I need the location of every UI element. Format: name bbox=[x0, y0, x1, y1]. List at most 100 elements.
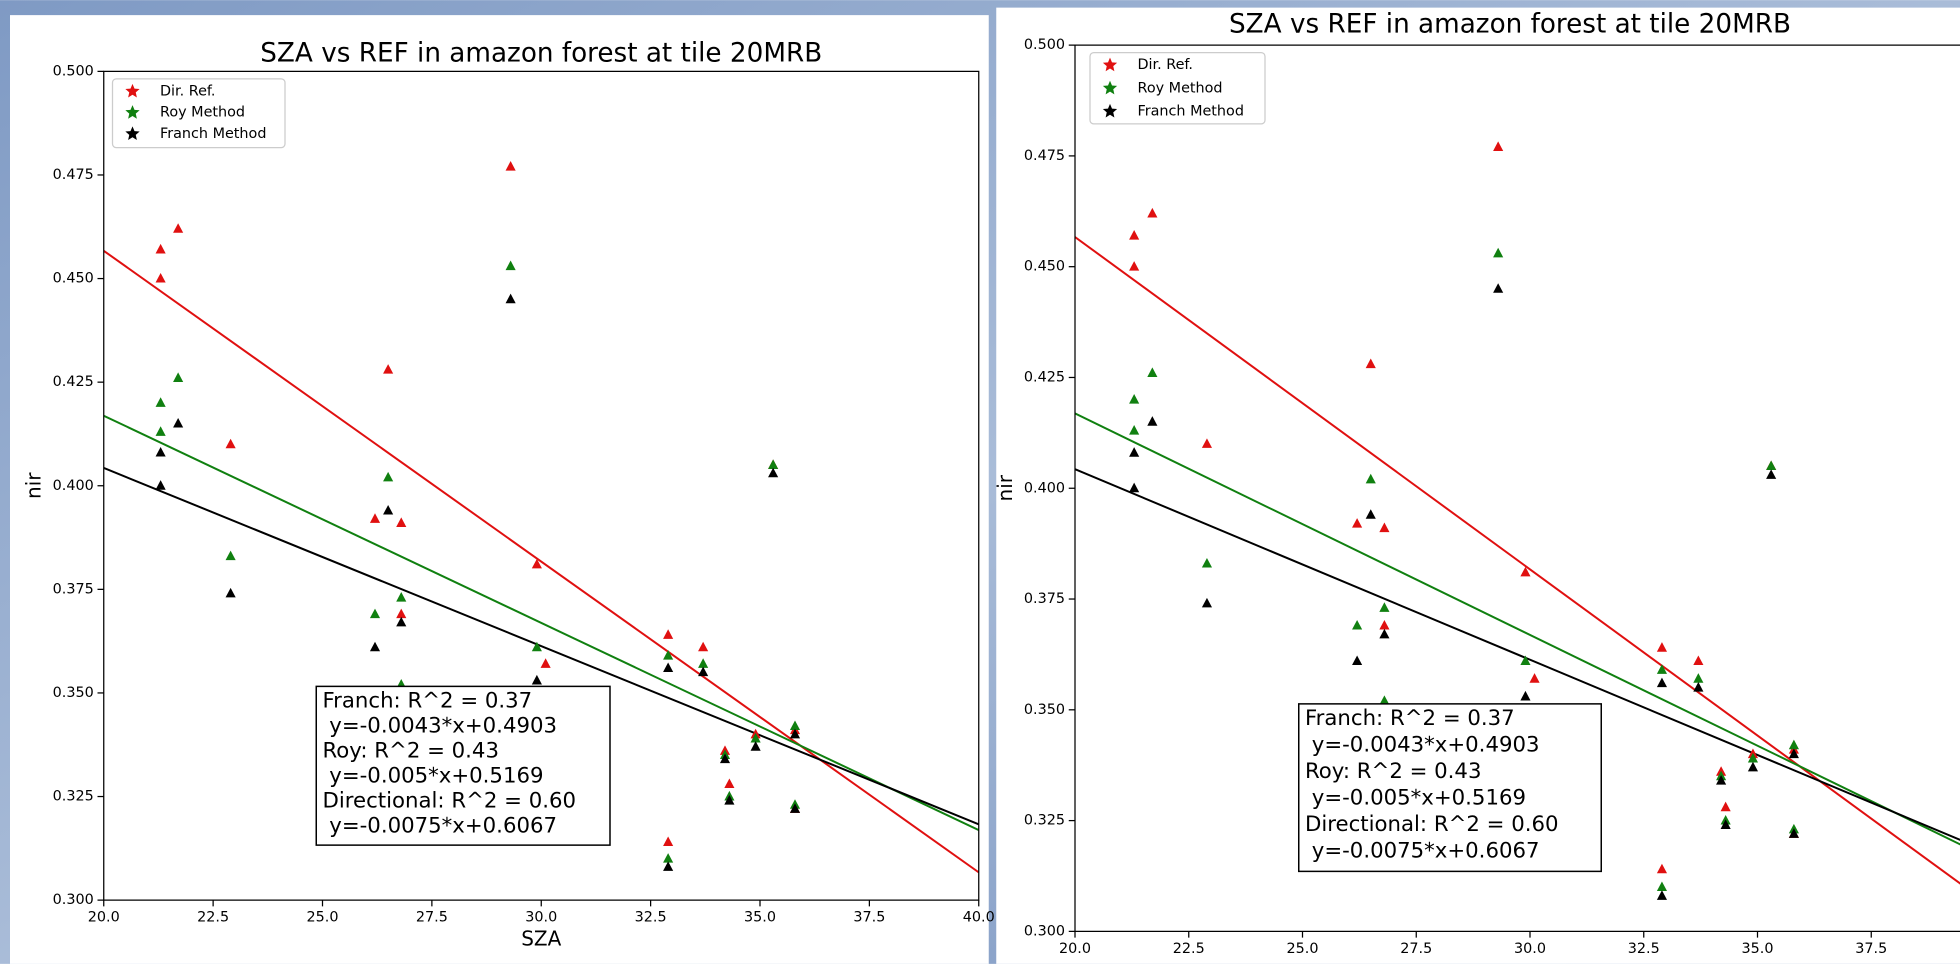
point bbox=[1379, 522, 1390, 533]
legend-label: Franch Method bbox=[160, 126, 266, 142]
point bbox=[225, 587, 236, 598]
y-axis-label: nir bbox=[22, 472, 46, 499]
point bbox=[1520, 690, 1531, 701]
point bbox=[383, 364, 394, 374]
point bbox=[1129, 261, 1140, 271]
point bbox=[225, 438, 236, 449]
legend-marker bbox=[1102, 103, 1118, 118]
point bbox=[1129, 447, 1140, 457]
annotation-line: y=-0.0043*x+0.4903 bbox=[323, 713, 558, 738]
point bbox=[155, 397, 166, 407]
point bbox=[1747, 752, 1759, 763]
point bbox=[1493, 247, 1504, 258]
legend-label: Roy Method bbox=[160, 105, 245, 121]
point bbox=[1747, 761, 1759, 772]
y-tick-label: 0.500 bbox=[53, 63, 94, 79]
point bbox=[1201, 557, 1213, 568]
point bbox=[698, 641, 709, 652]
point bbox=[383, 471, 394, 482]
y-tick-label: 0.425 bbox=[53, 374, 94, 390]
fit-line bbox=[1075, 468, 1960, 841]
y-tick-label: 0.475 bbox=[53, 167, 94, 183]
fit-line bbox=[103, 467, 979, 826]
legend-label: Dir. Ref. bbox=[1138, 57, 1194, 73]
x-tick-label: 20.0 bbox=[1059, 941, 1091, 957]
x-tick-label: 27.5 bbox=[1400, 941, 1432, 957]
y-tick-label: 0.450 bbox=[53, 271, 94, 287]
point bbox=[1720, 801, 1731, 812]
legend-label: Roy Method bbox=[1138, 80, 1223, 96]
point bbox=[531, 558, 542, 569]
y-tick-label: 0.475 bbox=[1024, 148, 1065, 164]
fit-line bbox=[1075, 236, 1960, 885]
legend-marker bbox=[125, 105, 140, 119]
point bbox=[1379, 628, 1390, 639]
legend-marker bbox=[125, 126, 140, 140]
fit-line bbox=[1075, 412, 1960, 846]
point bbox=[789, 728, 801, 739]
point bbox=[155, 243, 166, 254]
annotation-line: Franch: R^2 = 0.37 bbox=[323, 688, 533, 713]
legend-marker bbox=[1102, 80, 1118, 95]
point bbox=[225, 550, 236, 561]
point bbox=[155, 480, 166, 490]
y-tick-label: 0.400 bbox=[53, 478, 94, 494]
x-tick-label: 40.0 bbox=[963, 910, 995, 926]
plot-frame bbox=[103, 70, 980, 901]
point bbox=[1147, 367, 1158, 377]
x-tick-label: 27.5 bbox=[416, 910, 448, 926]
x-tick-label: 20.0 bbox=[88, 910, 120, 926]
y-axis-label: nir bbox=[993, 474, 1017, 501]
point bbox=[1365, 358, 1376, 369]
point bbox=[155, 446, 166, 457]
chart-title: SZA vs REF in amazon forest at tile 20MR… bbox=[1229, 10, 1791, 40]
point bbox=[1656, 664, 1668, 674]
point bbox=[789, 720, 801, 731]
point bbox=[750, 732, 761, 743]
y-tick-label: 0.450 bbox=[1024, 259, 1065, 275]
x-tick-label: 25.0 bbox=[307, 910, 339, 926]
plot-frame bbox=[1074, 44, 1960, 932]
point bbox=[1656, 642, 1668, 652]
point bbox=[505, 293, 516, 304]
point bbox=[724, 795, 735, 805]
point bbox=[1129, 230, 1140, 240]
point bbox=[719, 753, 731, 764]
point bbox=[663, 629, 674, 639]
point bbox=[1520, 566, 1531, 577]
point bbox=[1129, 425, 1140, 435]
x-tick-label: 35.0 bbox=[1742, 941, 1774, 957]
point bbox=[1520, 655, 1531, 666]
point bbox=[1788, 739, 1799, 750]
point bbox=[1379, 619, 1390, 630]
point bbox=[531, 674, 542, 685]
point bbox=[1129, 394, 1140, 404]
point bbox=[383, 504, 394, 515]
point bbox=[1493, 141, 1504, 151]
plot-area bbox=[103, 161, 979, 874]
point bbox=[663, 650, 674, 660]
x-tick-label: 37.5 bbox=[1855, 941, 1887, 957]
x-tick-label: 30.0 bbox=[1514, 941, 1546, 957]
point bbox=[1201, 438, 1213, 448]
point bbox=[724, 778, 735, 789]
point bbox=[768, 459, 779, 469]
point bbox=[1766, 469, 1777, 479]
annotation-line: y=-0.0043*x+0.4903 bbox=[1305, 732, 1540, 757]
point bbox=[789, 803, 801, 813]
point bbox=[1716, 775, 1727, 785]
point bbox=[396, 608, 407, 619]
legend-marker bbox=[125, 83, 140, 98]
point bbox=[1147, 416, 1158, 426]
point bbox=[1529, 673, 1540, 683]
legend-box bbox=[111, 78, 286, 149]
x-tick-label: 32.5 bbox=[1628, 941, 1660, 957]
x-tick-label: 37.5 bbox=[853, 910, 885, 926]
point bbox=[396, 592, 407, 602]
chart: SZA vs REF in amazon forest at tile 20MR… bbox=[993, 10, 1960, 957]
annotation-line: Franch: R^2 = 0.37 bbox=[1305, 706, 1515, 731]
point bbox=[663, 836, 674, 847]
annotation-line: y=-0.005*x+0.5169 bbox=[1305, 785, 1526, 810]
